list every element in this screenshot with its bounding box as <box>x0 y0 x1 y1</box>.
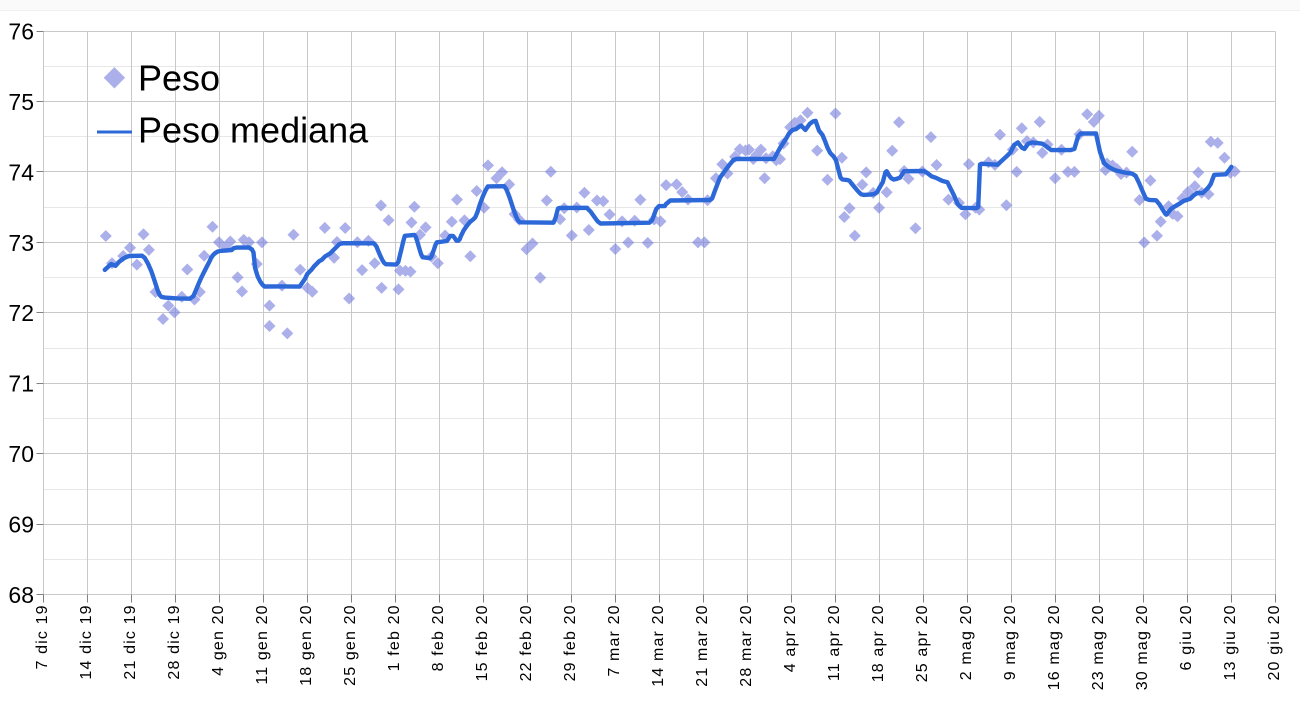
svg-text:25 gen 20: 25 gen 20 <box>342 604 359 686</box>
svg-text:13 giu 20: 13 giu 20 <box>1222 604 1239 680</box>
svg-text:69: 69 <box>8 512 34 538</box>
svg-text:18 gen 20: 18 gen 20 <box>298 604 315 686</box>
svg-text:29 feb 20: 29 feb 20 <box>562 604 579 681</box>
svg-text:21 dic 19: 21 dic 19 <box>122 604 139 679</box>
svg-text:72: 72 <box>8 300 34 326</box>
svg-text:2 mag 20: 2 mag 20 <box>958 604 975 680</box>
svg-text:74: 74 <box>8 159 34 185</box>
svg-text:18 apr 20: 18 apr 20 <box>870 604 887 682</box>
svg-text:25 apr 20: 25 apr 20 <box>914 604 931 682</box>
svg-text:4 apr 20: 4 apr 20 <box>782 604 799 672</box>
svg-text:14 mar 20: 14 mar 20 <box>650 604 667 686</box>
svg-text:4 gen 20: 4 gen 20 <box>210 604 227 675</box>
svg-text:8 feb 20: 8 feb 20 <box>430 604 447 671</box>
svg-text:68: 68 <box>8 582 34 608</box>
svg-text:11 apr 20: 11 apr 20 <box>826 604 843 681</box>
svg-text:7 mar 20: 7 mar 20 <box>606 604 623 676</box>
svg-text:14 dic 19: 14 dic 19 <box>78 604 95 679</box>
svg-text:9 mag 20: 9 mag 20 <box>1002 604 1019 680</box>
svg-text:76: 76 <box>8 18 34 44</box>
svg-text:11 gen 20: 11 gen 20 <box>254 604 271 684</box>
svg-text:1 feb 20: 1 feb 20 <box>386 604 403 671</box>
svg-text:6 giu 20: 6 giu 20 <box>1178 604 1195 670</box>
svg-text:16 mag 20: 16 mag 20 <box>1046 604 1063 690</box>
svg-text:7 dic 19: 7 dic 19 <box>34 604 51 669</box>
svg-text:75: 75 <box>8 89 34 115</box>
svg-text:71: 71 <box>8 371 34 397</box>
svg-text:Peso mediana: Peso mediana <box>138 110 369 151</box>
svg-text:15 feb 20: 15 feb 20 <box>474 604 491 681</box>
svg-text:21 mar 20: 21 mar 20 <box>694 604 711 686</box>
svg-text:73: 73 <box>8 230 34 256</box>
svg-text:23 mag 20: 23 mag 20 <box>1090 604 1107 690</box>
svg-text:28 mar 20: 28 mar 20 <box>738 604 755 686</box>
svg-text:Peso: Peso <box>138 58 220 99</box>
svg-text:70: 70 <box>8 441 34 467</box>
svg-text:30 mag 20: 30 mag 20 <box>1134 604 1151 690</box>
svg-text:20 giu 20: 20 giu 20 <box>1266 604 1283 680</box>
svg-text:22 feb 20: 22 feb 20 <box>518 604 535 681</box>
svg-text:28 dic 19: 28 dic 19 <box>166 604 183 679</box>
